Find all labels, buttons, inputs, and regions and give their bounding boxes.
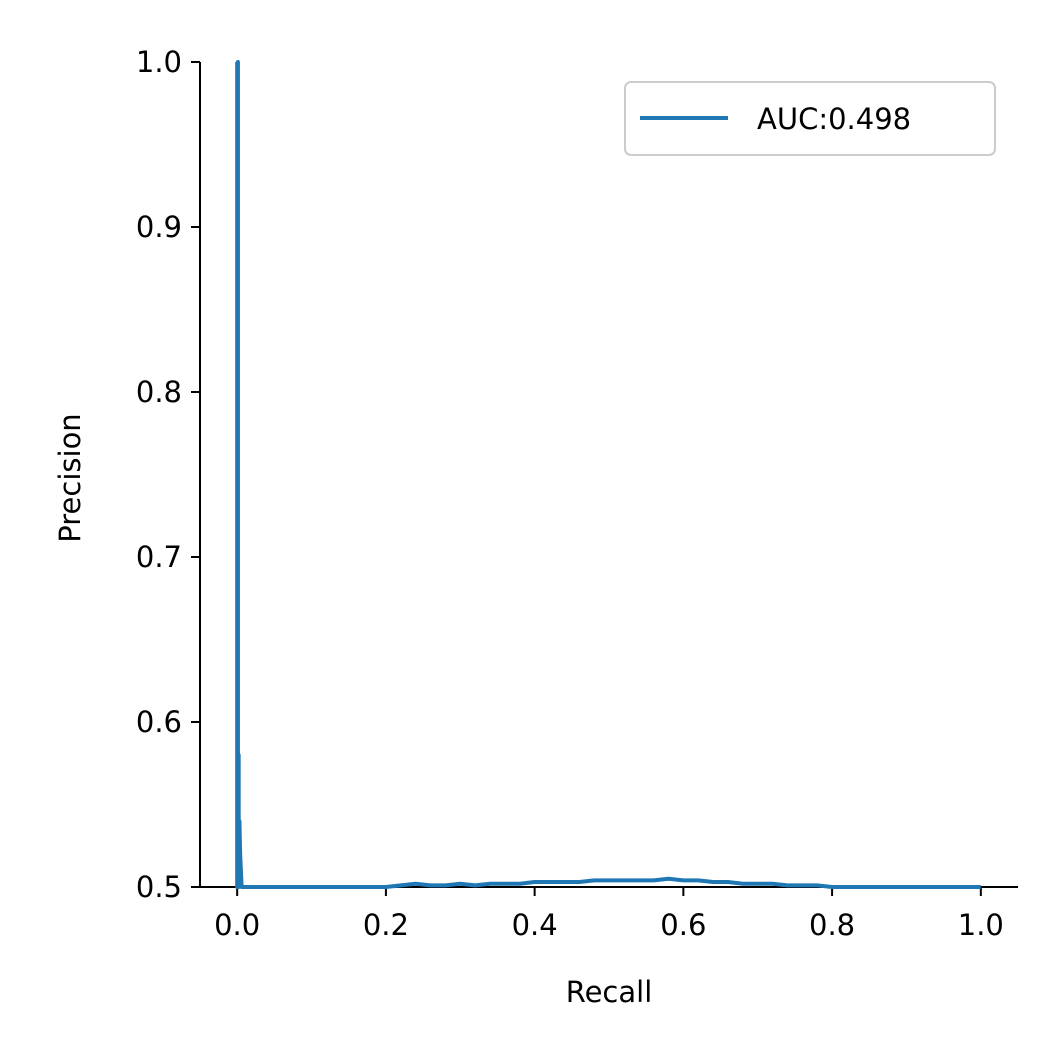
x-tick-label: 1.0 <box>958 908 1004 942</box>
x-tick-label: 0.8 <box>809 908 855 942</box>
y-ticks: 0.5 0.6 0.7 0.8 0.9 1.0 <box>136 45 200 904</box>
x-tick-label: 0.4 <box>512 908 558 942</box>
y-tick-label: 0.6 <box>136 705 182 739</box>
y-tick-label: 0.7 <box>136 540 182 574</box>
axes <box>199 62 1018 888</box>
x-tick-label: 0.6 <box>660 908 706 942</box>
legend: AUC:0.498 <box>624 81 996 156</box>
x-tick-label: 0.0 <box>214 908 260 942</box>
legend-label: AUC:0.498 <box>757 102 911 136</box>
x-tick-label: 0.2 <box>363 908 409 942</box>
x-axis-label: Recall <box>566 975 653 1009</box>
plot-lines <box>235 60 981 889</box>
legend-box <box>624 81 996 156</box>
y-tick-label: 1.0 <box>136 45 182 79</box>
y-tick-label: 0.5 <box>136 870 182 904</box>
y-tick-label: 0.9 <box>136 210 182 244</box>
y-axis-label: Precision <box>53 413 87 542</box>
x-ticks: 0.0 0.2 0.4 0.6 0.8 1.0 <box>214 887 1004 942</box>
y-tick-label: 0.8 <box>136 375 182 409</box>
series-line <box>235 60 981 889</box>
